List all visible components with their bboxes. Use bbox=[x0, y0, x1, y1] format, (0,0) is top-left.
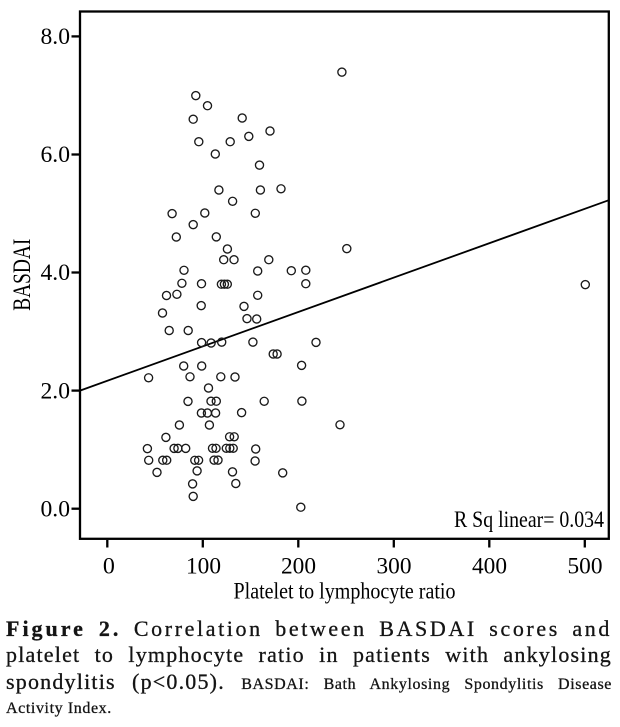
svg-text:400: 400 bbox=[472, 553, 507, 578]
svg-text:6.0: 6.0 bbox=[41, 142, 71, 167]
svg-text:Platelet to lymphocyte ratio: Platelet to lymphocyte ratio bbox=[234, 579, 456, 604]
svg-text:200: 200 bbox=[281, 553, 316, 578]
svg-text:8.0: 8.0 bbox=[41, 24, 71, 49]
svg-text:R Sq linear= 0.034: R Sq linear= 0.034 bbox=[454, 507, 604, 532]
svg-text:2.0: 2.0 bbox=[41, 378, 71, 403]
svg-text:300: 300 bbox=[377, 553, 412, 578]
svg-text:0: 0 bbox=[103, 553, 115, 578]
svg-text:BASDAI: BASDAI bbox=[9, 239, 36, 311]
svg-text:100: 100 bbox=[186, 553, 221, 578]
svg-text:500: 500 bbox=[568, 553, 603, 578]
svg-text:0.0: 0.0 bbox=[41, 496, 71, 521]
svg-text:4.0: 4.0 bbox=[41, 260, 71, 285]
